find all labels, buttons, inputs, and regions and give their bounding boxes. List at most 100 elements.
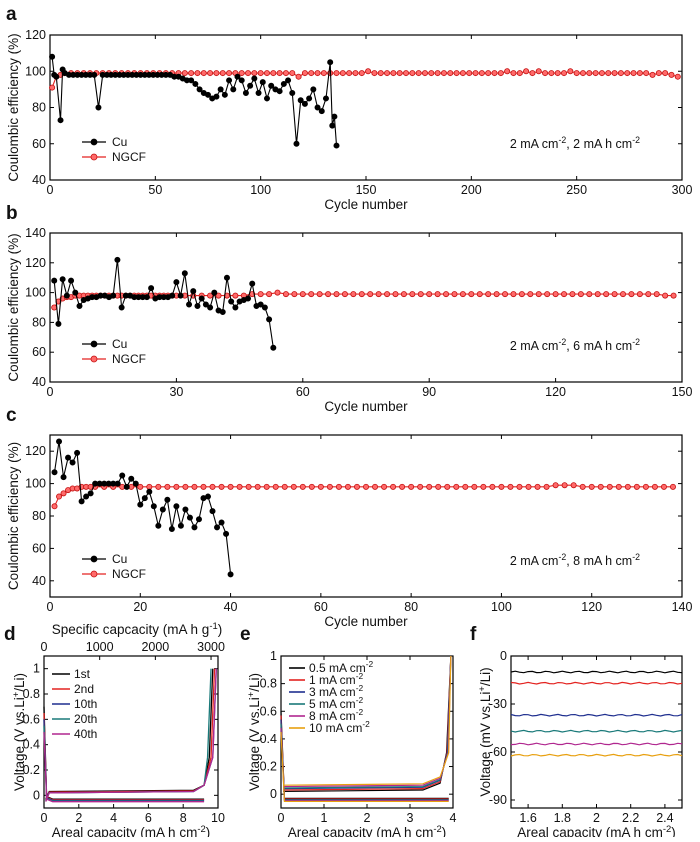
data-point <box>605 70 612 77</box>
legend-label: NGCF <box>112 150 146 164</box>
data-point <box>346 70 353 77</box>
data-point <box>74 449 81 456</box>
y-axis-label: Coulombic efficiency (%) <box>6 233 21 381</box>
data-point <box>440 70 447 77</box>
data-point <box>384 70 391 77</box>
data-point <box>173 279 180 286</box>
data-point <box>143 294 150 301</box>
data-point <box>510 291 517 298</box>
y-tick-label: 0.8 <box>260 677 277 691</box>
data-point <box>306 95 313 102</box>
data-point <box>177 522 184 529</box>
y-tick-label: 100 <box>25 286 46 300</box>
data-point <box>471 483 478 490</box>
data-point <box>579 70 586 77</box>
data-point <box>51 469 58 476</box>
y-tick-label: 0.8 <box>23 687 40 701</box>
data-point <box>527 291 534 298</box>
data-point <box>554 70 561 77</box>
data-point <box>59 276 66 283</box>
x-tick-label: 60 <box>314 600 328 614</box>
data-point <box>643 70 650 77</box>
data-point <box>49 84 56 91</box>
top-tick-label: 3000 <box>197 640 225 654</box>
data-point <box>573 70 580 77</box>
data-point <box>594 291 601 298</box>
data-point <box>381 483 388 490</box>
data-point <box>485 291 492 298</box>
data-point <box>227 483 234 490</box>
data-point <box>552 291 559 298</box>
x-tick-label: 0 <box>47 385 54 399</box>
overpotential-line <box>510 681 683 685</box>
data-point <box>69 459 76 466</box>
data-point <box>181 270 188 277</box>
y-tick-label: 80 <box>32 101 46 115</box>
data-point <box>76 303 83 310</box>
data-point <box>87 490 94 497</box>
data-point <box>617 70 624 77</box>
data-point <box>191 524 198 531</box>
y-tick-label: 1 <box>270 649 277 663</box>
data-point <box>226 70 233 77</box>
data-point <box>507 483 514 490</box>
series-line <box>51 56 338 146</box>
legend-label: 1st <box>74 667 91 681</box>
condition-annotation: 2 mA cm-2​, 8 mA h cm-2​ <box>510 552 640 568</box>
data-point <box>195 516 202 523</box>
data-point <box>245 70 252 77</box>
data-point <box>339 70 346 77</box>
data-point <box>227 571 234 578</box>
data-point <box>72 289 79 296</box>
data-point <box>56 493 63 500</box>
data-point <box>148 285 155 292</box>
data-point <box>645 291 652 298</box>
x-tick-label: 0 <box>278 811 285 825</box>
x-tick-label: 60 <box>296 385 310 399</box>
x-tick-label: 90 <box>422 385 436 399</box>
data-point <box>598 70 605 77</box>
y-tick-label: 0.6 <box>23 712 40 726</box>
data-point <box>164 483 171 490</box>
data-point <box>219 70 226 77</box>
data-point <box>493 291 500 298</box>
data-point <box>570 482 577 489</box>
data-point <box>390 483 397 490</box>
data-point <box>535 291 542 298</box>
legend-label: 40th <box>74 727 97 741</box>
data-point <box>491 70 498 77</box>
data-point <box>459 291 466 298</box>
series-line <box>53 441 232 575</box>
panel-letter: a <box>6 4 17 25</box>
data-point <box>83 493 90 500</box>
data-point <box>245 295 252 302</box>
data-point <box>232 292 239 299</box>
data-point <box>276 88 283 95</box>
data-point <box>281 483 288 490</box>
data-point <box>226 77 233 84</box>
y-tick-label: 0.2 <box>23 763 40 777</box>
data-point <box>624 70 631 77</box>
data-point <box>660 483 667 490</box>
data-point <box>196 86 203 93</box>
data-point <box>561 291 568 298</box>
data-point <box>327 59 334 66</box>
overpotential-line <box>510 729 683 733</box>
legend-marker <box>90 138 98 146</box>
data-point <box>254 483 261 490</box>
legend-label: 10th <box>74 697 97 711</box>
legend-label: 10 mA cm-2​ <box>309 719 370 735</box>
data-point <box>280 80 287 87</box>
data-point <box>316 291 323 298</box>
legend-label: 5 mA cm-2​ <box>309 695 363 711</box>
data-point <box>362 483 369 490</box>
data-point <box>251 70 258 77</box>
x-tick-label: 2 <box>593 811 600 825</box>
data-point <box>603 291 610 298</box>
data-point <box>396 70 403 77</box>
data-point <box>95 104 102 111</box>
legend-label: NGCF <box>112 567 146 581</box>
plot-frame <box>49 232 683 383</box>
panel-letter: e <box>240 624 251 645</box>
data-point <box>173 503 180 510</box>
